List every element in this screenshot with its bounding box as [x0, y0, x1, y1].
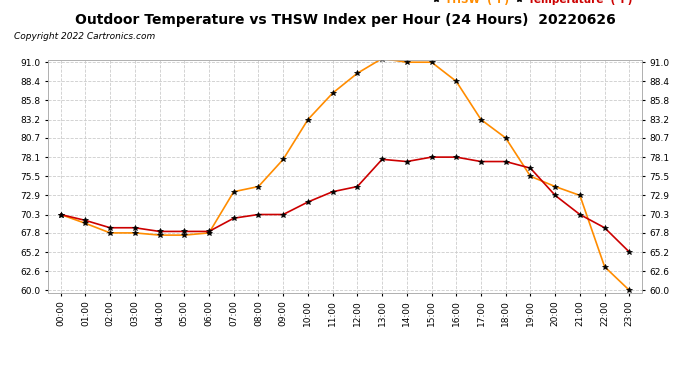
Text: Copyright 2022 Cartronics.com: Copyright 2022 Cartronics.com [14, 32, 155, 41]
Text: Outdoor Temperature vs THSW Index per Hour (24 Hours)  20220626: Outdoor Temperature vs THSW Index per Ho… [75, 13, 615, 27]
Legend: THSW  (°F), Temperature  (°F): THSW (°F), Temperature (°F) [426, 0, 636, 9]
